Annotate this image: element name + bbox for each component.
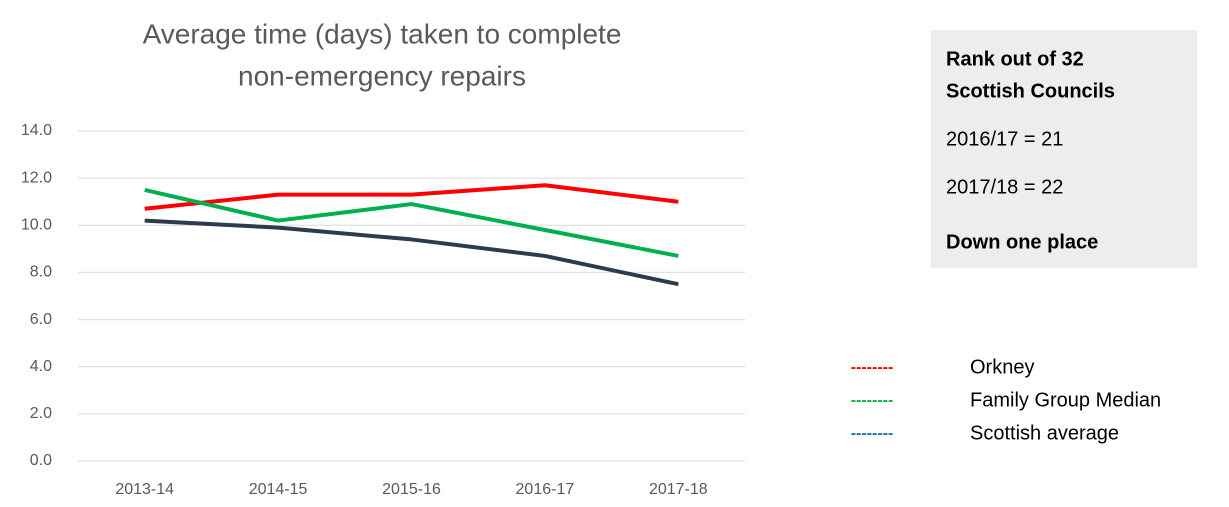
legend-dash: -------- <box>851 425 894 442</box>
y-tick-label: 4.0 <box>30 358 52 375</box>
panel-text: Rank out of 32 <box>946 48 1084 70</box>
legend-dash: -------- <box>851 359 894 376</box>
data-line <box>144 218 679 287</box>
chart-title: non-emergency repairs <box>238 60 526 91</box>
panel-text: Down one place <box>946 231 1098 253</box>
data-line <box>144 187 679 258</box>
y-tick-label: 2.0 <box>30 405 52 422</box>
legend-dash: -------- <box>851 392 894 409</box>
panel-text: Scottish Councils <box>946 80 1115 102</box>
y-tick-label: 10.0 <box>21 217 52 234</box>
y-tick-label: 14.0 <box>21 122 52 139</box>
rank-panel <box>931 30 1197 268</box>
x-tick-label: 2013-14 <box>115 481 174 498</box>
y-tick-label: 8.0 <box>30 264 52 281</box>
legend-label: Orkney <box>970 356 1034 378</box>
y-tick-label: 12.0 <box>21 169 52 186</box>
panel-text: 2016/17 = 21 <box>946 128 1063 150</box>
legend-label: Scottish average <box>970 422 1119 444</box>
x-tick-label: 2017-18 <box>649 481 708 498</box>
panel-text: 2017/18 = 22 <box>946 176 1063 198</box>
y-tick-label: 6.0 <box>30 311 52 328</box>
y-tick-label: 0.0 <box>30 452 52 469</box>
legend-label: Family Group Median <box>970 389 1161 411</box>
x-tick-label: 2016-17 <box>516 481 575 498</box>
x-tick-label: 2014-15 <box>249 481 308 498</box>
x-tick-label: 2015-16 <box>382 481 441 498</box>
data-line <box>144 183 679 211</box>
chart-title: Average time (days) taken to complete <box>143 18 622 49</box>
